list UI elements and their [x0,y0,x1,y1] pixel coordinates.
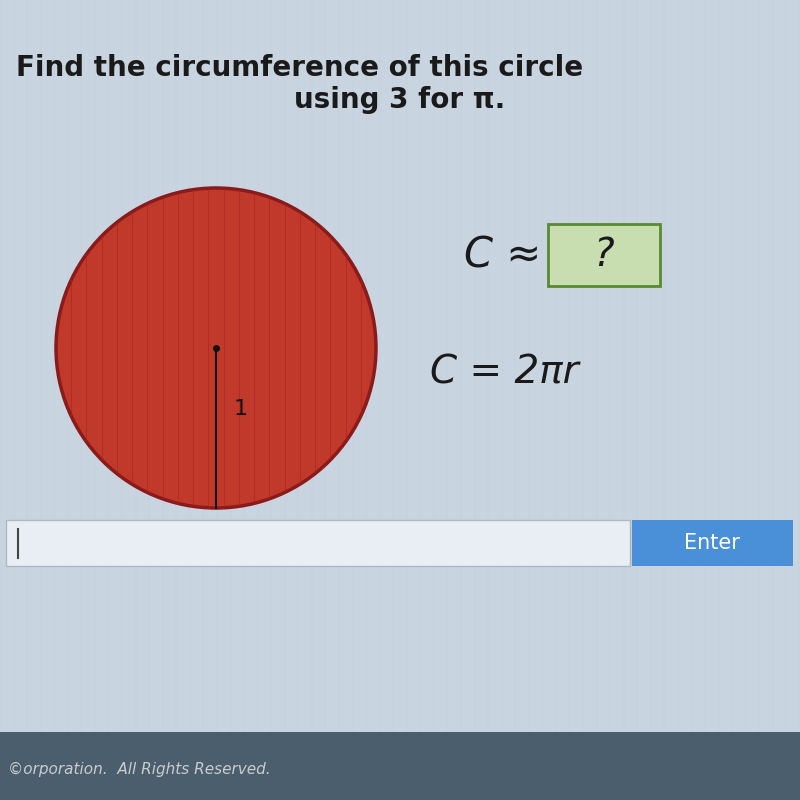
Text: ?: ? [594,236,614,274]
Text: ©orporation.  All Rights Reserved.: ©orporation. All Rights Reserved. [8,762,270,777]
Text: C = 2πr: C = 2πr [430,353,578,391]
FancyBboxPatch shape [548,224,660,286]
Text: Enter: Enter [685,533,740,554]
Circle shape [56,188,376,508]
Text: Find the circumference of this circle: Find the circumference of this circle [16,54,583,82]
Text: 1: 1 [234,399,248,419]
FancyBboxPatch shape [6,520,630,566]
FancyBboxPatch shape [632,520,793,566]
Text: C ≈: C ≈ [464,235,542,277]
Text: using 3 for π.: using 3 for π. [294,86,506,114]
FancyBboxPatch shape [0,732,800,800]
